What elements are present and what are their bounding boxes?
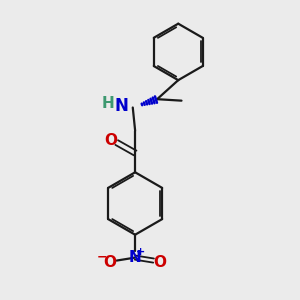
Text: O: O [104,133,117,148]
Text: N: N [129,250,142,265]
Text: +: + [136,247,145,257]
Text: O: O [104,255,117,270]
Text: N: N [115,97,128,115]
Text: O: O [153,255,166,270]
Text: −: − [97,250,108,263]
Text: H: H [102,96,115,111]
